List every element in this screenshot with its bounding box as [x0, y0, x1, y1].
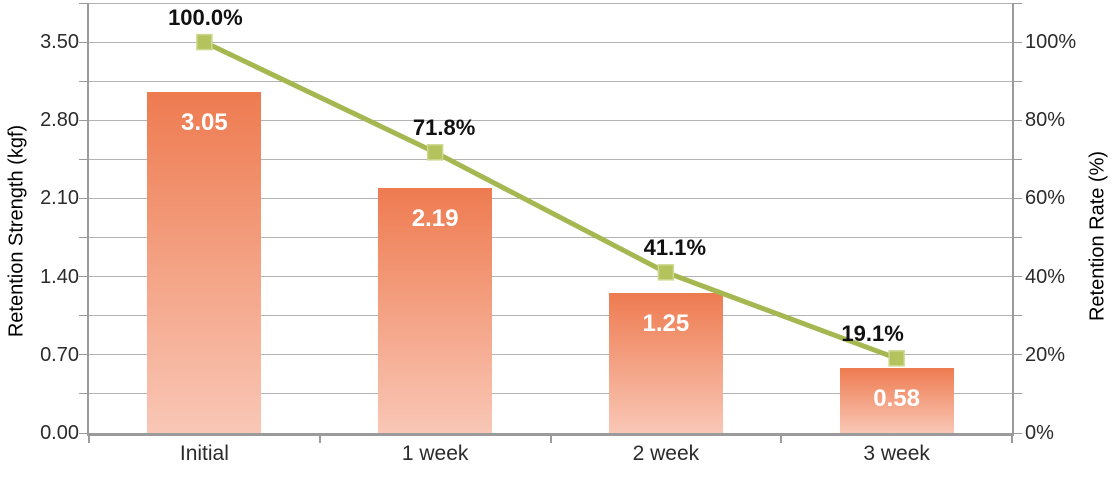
right-axis-tick-label: 0% — [1025, 422, 1054, 444]
category-label: 1 week — [401, 442, 469, 465]
left-axis-tick — [79, 432, 87, 434]
x-axis-tick — [780, 436, 783, 443]
left-axis-tick — [79, 393, 87, 395]
retention-rate-line-layer — [196, 33, 905, 367]
right-axis-tick-label: 20% — [1025, 343, 1066, 366]
bar-Initial — [147, 92, 262, 433]
right-axis-tick — [1014, 41, 1022, 43]
gridline — [89, 119, 1012, 121]
left-axis-tick — [79, 2, 87, 4]
x-axis-tick — [1011, 436, 1013, 443]
right-axis-tick-label: 40% — [1025, 265, 1066, 288]
right-axis-tick — [1014, 237, 1022, 239]
gridline — [89, 197, 1012, 199]
line-point-label: 41.1% — [643, 235, 707, 261]
x-axis-line — [87, 433, 1014, 436]
left-axis-tick-label: 1.40 — [40, 265, 79, 288]
category-label: 3 week — [863, 442, 930, 465]
retention-rate-line — [203, 39, 898, 361]
left-axis-tick — [79, 41, 87, 43]
bar-value-label: 1.25 — [642, 310, 690, 338]
right-axis-tick — [1014, 119, 1022, 121]
left-axis-tick — [79, 80, 87, 82]
line-point-label: 71.8% — [412, 115, 476, 141]
right-axis-tick — [1014, 158, 1022, 160]
left-axis-line — [87, 3, 89, 433]
right-axis-tick — [1014, 80, 1022, 82]
right-axis-tick-label: 80% — [1025, 109, 1066, 132]
left-axis-tick — [79, 158, 87, 160]
bar-value-label: 0.58 — [873, 385, 920, 413]
left-axis-title: Retention Strength (kgf) — [5, 124, 28, 338]
right-axis-tick — [1014, 315, 1022, 317]
right-axis-title: Retention Rate (%) — [1086, 150, 1109, 322]
left-axis-tick-label: 2.10 — [40, 187, 79, 210]
left-axis-tick-label: 2.80 — [40, 109, 79, 132]
gridline — [89, 41, 1012, 43]
gridline — [89, 237, 1012, 239]
plot-area: 3.05 2.19 1.25 0.58 100.0% 71.8% 41.1% 19.1% — [79, 2, 1022, 443]
x-axis-tick — [549, 436, 552, 443]
right-axis-line — [1012, 3, 1014, 433]
gridline — [89, 354, 1012, 356]
gridline — [89, 158, 1012, 160]
right-axis-tick — [1014, 432, 1022, 434]
bar-2 week — [608, 293, 723, 433]
left-axis-tick-label: 3.50 — [40, 31, 79, 54]
line-marker — [888, 350, 905, 367]
left-axis-tick-label: 0.70 — [40, 343, 79, 366]
left-axis-tick — [79, 119, 87, 121]
gridline — [89, 80, 1012, 82]
plot-top-border — [89, 3, 1012, 4]
x-axis-tick — [318, 436, 321, 443]
bar-value-label: 2.19 — [411, 205, 459, 233]
left-axis-tick — [79, 197, 87, 199]
bar-value-label: 3.05 — [181, 109, 228, 137]
line-marker — [426, 144, 444, 161]
right-axis-tick — [1014, 393, 1022, 395]
right-axis-tick — [1014, 2, 1022, 4]
category-label: Initial — [179, 442, 229, 465]
right-axis-tick-label: 60% — [1025, 187, 1066, 210]
line-point-label: 19.1% — [841, 321, 904, 347]
right-axis-tick — [1014, 197, 1022, 199]
line-point-label: 100.0% — [168, 5, 243, 31]
right-axis-tick — [1014, 354, 1022, 356]
left-axis-tick — [79, 315, 87, 317]
left-axis-tick — [79, 276, 87, 278]
gridline — [89, 315, 1012, 317]
left-axis-tick — [79, 354, 87, 356]
x-axis-tick — [88, 436, 90, 443]
left-axis-tick — [79, 237, 87, 239]
gridline — [89, 393, 1012, 395]
left-axis-tick-label: 0.00 — [40, 422, 79, 444]
category-label: 2 week — [632, 442, 700, 465]
line-marker — [196, 33, 213, 51]
line-marker — [657, 264, 675, 281]
right-axis-tick-label: 100% — [1025, 31, 1077, 54]
right-axis-tick — [1014, 276, 1022, 278]
bar-1 week — [378, 188, 493, 433]
bar-3 week — [839, 368, 954, 433]
gridline — [89, 276, 1012, 278]
